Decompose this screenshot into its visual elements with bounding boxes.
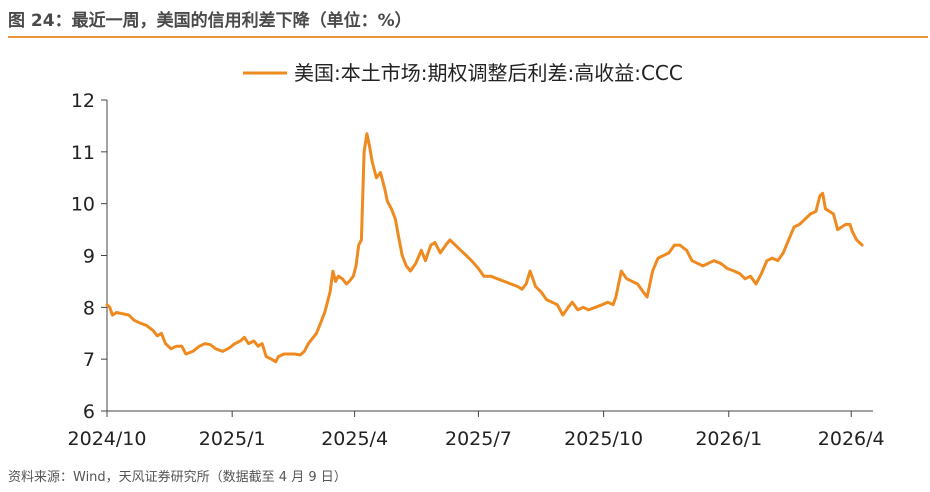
source-note: 资料来源：Wind，天风证券研究所（数据截至 4 月 9 日） [8, 470, 347, 485]
figure-title: 图 24：最近一周，美国的信用利差下降（单位：%） [8, 11, 412, 31]
title-divider [8, 36, 928, 38]
y-tick-label: 10 [71, 194, 95, 216]
x-tick-label: 2025/7 [445, 428, 512, 450]
chart-legend: 美国:本土市场:期权调整后利差:高收益:CCC [243, 61, 683, 85]
y-tick-label: 11 [71, 142, 95, 164]
y-tick-label: 12 [71, 90, 95, 112]
plot-area [105, 132, 864, 364]
y-tick-label: 6 [83, 401, 95, 423]
x-tick-label: 2025/1 [199, 428, 266, 450]
x-tick-label: 2024/10 [68, 428, 147, 450]
x-tick-label: 2026/4 [818, 428, 885, 450]
x-tick-label: 2025/10 [564, 428, 643, 450]
line-chart: 美国:本土市场:期权调整后利差:高收益:CCC 6 7 8 9 10 11 12 2024/… [68, 61, 885, 450]
legend-label: 美国:本土市场:期权调整后利差:高收益:CCC [294, 61, 683, 85]
y-tick-label: 7 [83, 349, 95, 371]
x-axis: 2024/10 2025/1 2025/4 2025/7 2025/10 2026/1 20… [68, 410, 885, 450]
x-tick-label: 2026/1 [695, 428, 762, 450]
series-line-ccc-oas [105, 132, 864, 364]
y-tick-label: 8 [83, 297, 95, 319]
figure-header: 图 24：最近一周，美国的信用利差下降（单位：%） [0, 0, 930, 38]
y-axis: 6 7 8 9 10 11 12 [71, 90, 108, 423]
x-tick-label: 2025/4 [321, 428, 388, 450]
y-tick-label: 9 [83, 246, 95, 268]
